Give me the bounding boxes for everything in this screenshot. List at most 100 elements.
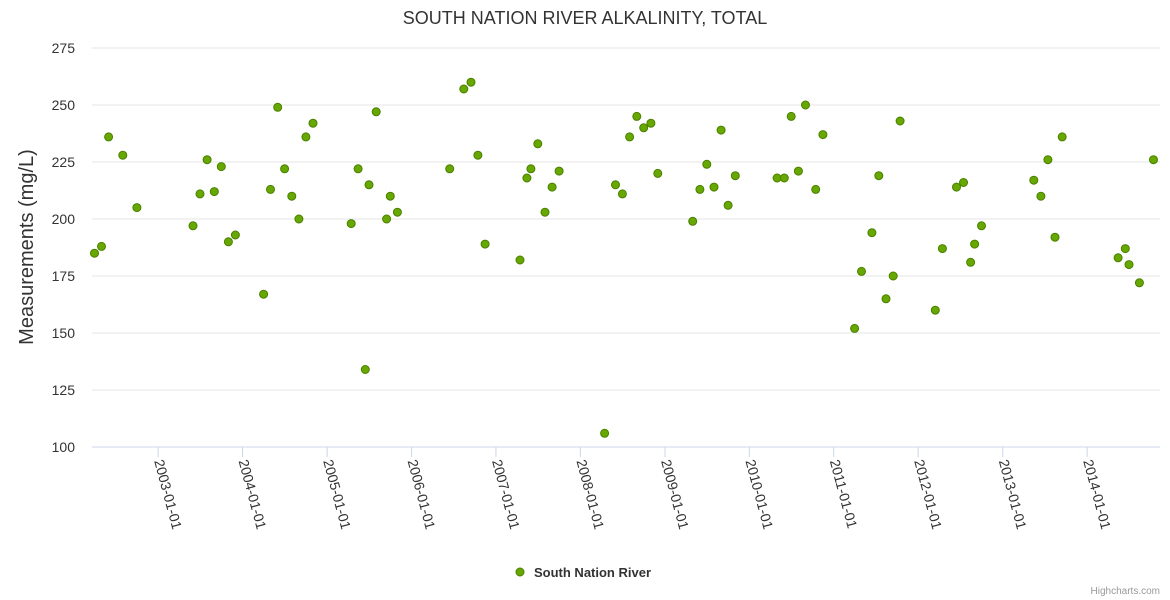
data-point[interactable] — [646, 118, 656, 128]
data-point[interactable] — [445, 164, 455, 174]
data-point[interactable] — [779, 173, 789, 183]
data-point[interactable] — [522, 173, 532, 183]
data-point[interactable] — [301, 132, 311, 142]
data-point[interactable] — [266, 184, 275, 194]
data-point[interactable] — [90, 248, 99, 258]
data-point[interactable] — [308, 118, 318, 128]
data-point[interactable] — [385, 191, 395, 201]
data-point[interactable] — [97, 241, 106, 251]
data-point[interactable] — [625, 132, 635, 142]
data-point[interactable] — [202, 155, 212, 165]
data-point[interactable] — [132, 203, 142, 213]
data-point[interactable] — [617, 189, 627, 199]
data-point[interactable] — [188, 221, 198, 231]
data-point[interactable] — [392, 207, 402, 217]
data-point[interactable] — [793, 166, 803, 176]
data-point[interactable] — [294, 214, 304, 224]
data-point[interactable] — [811, 184, 821, 194]
y-tick-label: 125 — [52, 382, 76, 398]
data-point[interactable] — [930, 305, 940, 315]
legend-label[interactable]: South Nation River — [534, 565, 651, 580]
data-point[interactable] — [867, 228, 877, 238]
data-point[interactable] — [353, 164, 363, 174]
data-point[interactable] — [937, 244, 947, 254]
data-point[interactable] — [709, 182, 719, 192]
data-point[interactable] — [874, 171, 884, 181]
data-point[interactable] — [611, 180, 620, 190]
data-point[interactable] — [1113, 253, 1123, 263]
data-point[interactable] — [480, 239, 490, 249]
data-point[interactable] — [881, 294, 891, 304]
data-point[interactable] — [104, 132, 114, 142]
data-point[interactable] — [1134, 278, 1144, 288]
data-point[interactable] — [287, 191, 297, 201]
data-point[interactable] — [259, 289, 269, 299]
y-axis-title: Measurements (mg/L) — [16, 149, 38, 345]
data-point[interactable] — [459, 84, 469, 94]
y-tick-label: 225 — [52, 154, 76, 170]
data-point[interactable] — [547, 182, 557, 192]
data-point[interactable] — [688, 216, 698, 226]
data-point[interactable] — [209, 187, 219, 197]
y-tick-label: 250 — [52, 97, 76, 113]
data-point[interactable] — [1124, 260, 1134, 270]
data-point[interactable] — [723, 200, 733, 210]
data-point[interactable] — [730, 171, 740, 181]
data-point[interactable] — [273, 102, 283, 112]
data-point[interactable] — [195, 189, 205, 199]
data-point[interactable] — [1057, 132, 1067, 142]
data-point[interactable] — [801, 100, 810, 110]
data-point[interactable] — [632, 111, 642, 121]
y-axis-ticks: 100 125 150 175 200 225 250 275 — [52, 40, 76, 455]
data-point[interactable] — [966, 257, 976, 267]
data-point[interactable] — [360, 365, 370, 374]
data-point[interactable] — [346, 219, 356, 229]
data-point[interactable] — [223, 237, 233, 247]
data-point[interactable] — [382, 214, 392, 224]
data-point[interactable] — [1029, 175, 1039, 185]
data-point[interactable] — [466, 77, 476, 87]
data-point[interactable] — [364, 180, 374, 190]
data-point[interactable] — [280, 164, 290, 174]
data-point[interactable] — [952, 182, 961, 192]
data-point[interactable] — [702, 159, 712, 169]
data-point[interactable] — [230, 230, 240, 240]
data-point[interactable] — [526, 164, 536, 174]
y-tick-label: 100 — [52, 439, 76, 455]
data-point[interactable] — [695, 184, 705, 194]
data-point[interactable] — [970, 239, 980, 249]
data-point[interactable] — [895, 116, 905, 126]
data-point[interactable] — [716, 125, 726, 135]
data-points — [90, 77, 1158, 438]
data-point[interactable] — [653, 168, 663, 178]
data-point[interactable] — [818, 130, 828, 140]
y-tick-label: 275 — [52, 40, 76, 56]
data-point[interactable] — [1149, 155, 1158, 165]
legend-marker-icon[interactable] — [515, 567, 525, 577]
data-point[interactable] — [1043, 155, 1053, 165]
data-point[interactable] — [515, 255, 525, 265]
data-point[interactable] — [371, 107, 381, 117]
legend[interactable]: South Nation River — [515, 565, 651, 580]
credits-link[interactable]: Highcharts.com — [1091, 586, 1160, 597]
data-point[interactable] — [118, 150, 128, 160]
data-point[interactable] — [786, 111, 796, 121]
data-point[interactable] — [959, 178, 968, 187]
chart-title: SOUTH NATION RIVER ALKALINITY, TOTAL — [403, 8, 767, 28]
data-point[interactable] — [600, 428, 610, 438]
data-point[interactable] — [850, 323, 860, 333]
data-point[interactable] — [533, 139, 543, 149]
data-point[interactable] — [473, 150, 483, 160]
data-point[interactable] — [1120, 244, 1130, 254]
data-point[interactable] — [857, 266, 866, 276]
y-tick-label: 175 — [52, 268, 76, 284]
data-point[interactable] — [1036, 191, 1046, 201]
data-point[interactable] — [639, 123, 649, 133]
data-point[interactable] — [977, 221, 986, 231]
data-point[interactable] — [216, 162, 226, 172]
data-point[interactable] — [540, 207, 550, 217]
data-point[interactable] — [888, 271, 898, 281]
data-point[interactable] — [554, 166, 564, 176]
data-point[interactable] — [1050, 232, 1060, 242]
